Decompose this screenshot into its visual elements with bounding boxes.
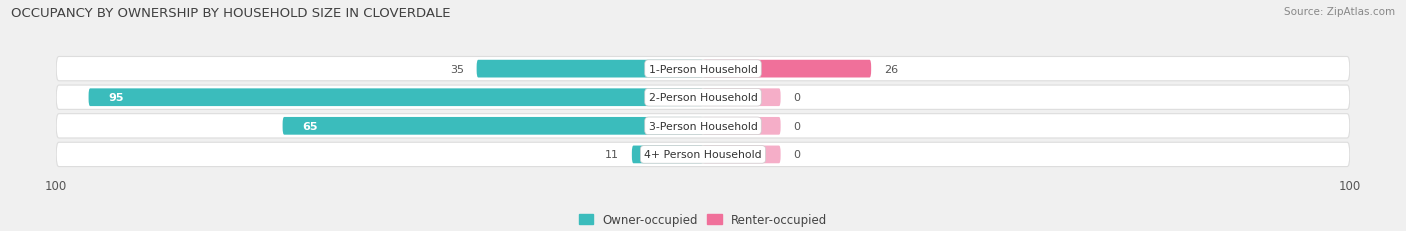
Text: 3-Person Household: 3-Person Household [648,121,758,131]
FancyBboxPatch shape [56,143,1350,167]
Text: 0: 0 [793,150,800,160]
Text: 65: 65 [302,121,318,131]
FancyBboxPatch shape [703,61,872,78]
Text: OCCUPANCY BY OWNERSHIP BY HOUSEHOLD SIZE IN CLOVERDALE: OCCUPANCY BY OWNERSHIP BY HOUSEHOLD SIZE… [11,7,451,20]
Text: 35: 35 [450,64,464,74]
Text: 2-Person Household: 2-Person Household [648,93,758,103]
Text: 95: 95 [108,93,124,103]
Legend: Owner-occupied, Renter-occupied: Owner-occupied, Renter-occupied [574,209,832,231]
Text: 0: 0 [793,121,800,131]
FancyBboxPatch shape [56,114,1350,138]
Text: 11: 11 [605,150,619,160]
FancyBboxPatch shape [703,117,780,135]
Text: 1-Person Household: 1-Person Household [648,64,758,74]
Text: Source: ZipAtlas.com: Source: ZipAtlas.com [1284,7,1395,17]
FancyBboxPatch shape [283,117,703,135]
FancyBboxPatch shape [56,57,1350,82]
FancyBboxPatch shape [56,86,1350,110]
FancyBboxPatch shape [477,61,703,78]
FancyBboxPatch shape [89,89,703,107]
FancyBboxPatch shape [703,89,780,107]
Text: 26: 26 [884,64,898,74]
Text: 0: 0 [793,93,800,103]
FancyBboxPatch shape [703,146,780,164]
Text: 4+ Person Household: 4+ Person Household [644,150,762,160]
FancyBboxPatch shape [631,146,703,164]
